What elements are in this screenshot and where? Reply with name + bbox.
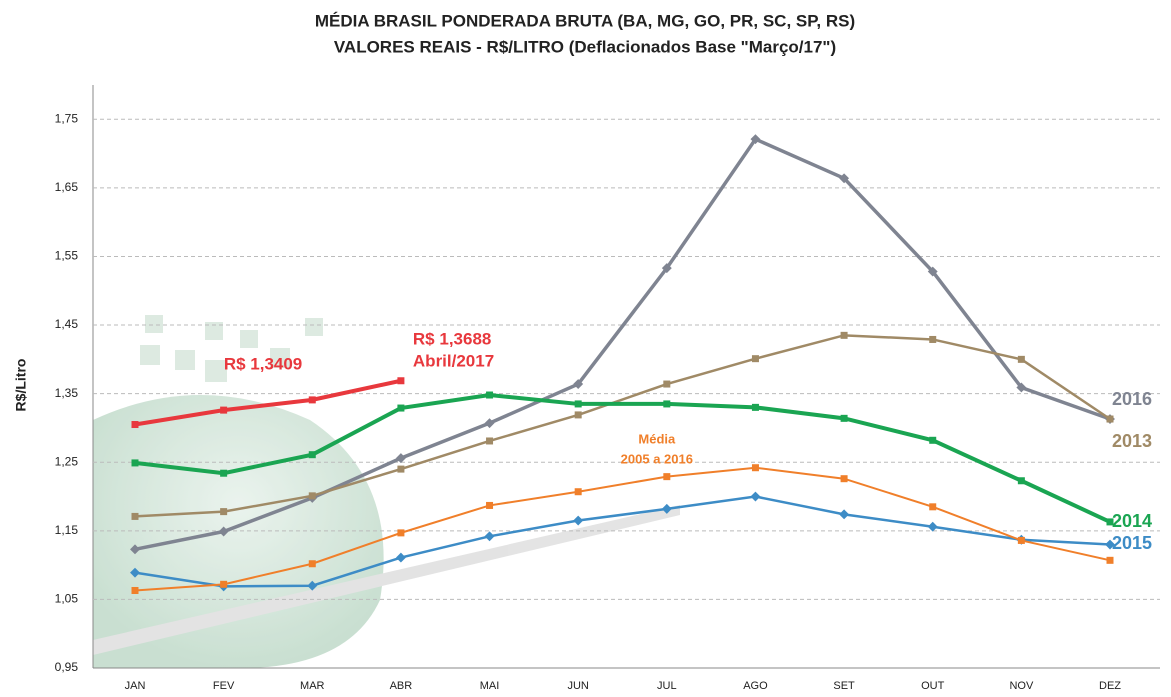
point-marker	[485, 418, 495, 428]
y-tick-label: 1,15	[55, 523, 79, 537]
point-marker	[663, 400, 670, 407]
point-marker	[752, 355, 759, 362]
point-marker	[397, 377, 404, 384]
y-tick-label: 1,65	[55, 180, 79, 194]
y-tick-label: 1,55	[55, 249, 79, 263]
x-tick-label: JUN	[567, 680, 588, 692]
point-marker	[309, 492, 316, 499]
annotation: Abril/2017	[413, 351, 494, 370]
point-marker	[928, 522, 938, 532]
point-marker	[839, 509, 849, 519]
point-marker	[1107, 557, 1114, 564]
point-marker	[132, 513, 139, 520]
x-tick-label: JAN	[125, 680, 146, 692]
x-tick-label: JUL	[657, 680, 677, 692]
point-marker	[575, 400, 582, 407]
point-marker	[751, 492, 761, 502]
point-marker	[220, 407, 227, 414]
point-marker	[929, 503, 936, 510]
series-label: 2015	[1112, 533, 1152, 553]
annotation: Média	[638, 431, 676, 446]
point-marker	[752, 404, 759, 411]
point-marker	[575, 488, 582, 495]
x-tick-label: OUT	[921, 680, 945, 692]
point-marker	[575, 411, 582, 418]
y-tick-label: 0,95	[55, 660, 79, 674]
x-tick-label: SET	[833, 680, 855, 692]
x-tick-label: ABR	[390, 680, 413, 692]
point-marker	[397, 405, 404, 412]
point-marker	[1018, 356, 1025, 363]
y-axis-label: R$/Litro	[13, 359, 29, 412]
point-marker	[929, 437, 936, 444]
point-marker	[1107, 416, 1114, 423]
point-marker	[1018, 477, 1025, 484]
x-tick-label: MAI	[480, 680, 500, 692]
point-marker	[486, 502, 493, 509]
x-tick-label: DEZ	[1099, 680, 1121, 692]
point-marker	[1018, 537, 1025, 544]
point-marker	[132, 459, 139, 466]
point-marker	[841, 332, 848, 339]
y-tick-label: 1,25	[55, 454, 79, 468]
series-label: 2014	[1112, 511, 1152, 531]
data-label: R$ 1,3688	[413, 329, 491, 348]
point-marker	[486, 392, 493, 399]
series-label: 2013	[1112, 431, 1152, 451]
point-marker	[663, 381, 670, 388]
x-tick-label: AGO	[743, 680, 768, 692]
point-marker	[752, 464, 759, 471]
point-marker	[309, 560, 316, 567]
point-marker	[220, 508, 227, 515]
point-marker	[485, 531, 495, 541]
point-marker	[663, 473, 670, 480]
point-marker	[220, 470, 227, 477]
chart-title: MÉDIA BRASIL PONDERADA BRUTA (BA, MG, GO…	[315, 11, 855, 30]
annotation: 2005 a 2016	[621, 451, 693, 466]
x-tick-label: FEV	[213, 680, 235, 692]
chart-subtitle: VALORES REAIS - R$/LITRO (Deflacionados …	[334, 37, 836, 56]
point-marker	[309, 396, 316, 403]
point-marker	[132, 421, 139, 428]
data-label: R$ 1,3409	[224, 354, 302, 373]
point-marker	[573, 516, 583, 526]
chart: MÉDIA BRASIL PONDERADA BRUTA (BA, MG, GO…	[0, 0, 1171, 697]
x-tick-label: NOV	[1009, 680, 1034, 692]
x-tick-label: MAR	[300, 680, 325, 692]
y-tick-label: 1,45	[55, 317, 79, 331]
series-label: 2016	[1112, 389, 1152, 409]
point-marker	[841, 415, 848, 422]
point-marker	[396, 553, 406, 563]
point-marker	[309, 451, 316, 458]
point-marker	[397, 529, 404, 536]
y-tick-label: 1,35	[55, 386, 79, 400]
point-marker	[841, 475, 848, 482]
y-tick-label: 1,75	[55, 111, 79, 125]
point-marker	[397, 466, 404, 473]
point-marker	[486, 437, 493, 444]
y-tick-label: 1,05	[55, 592, 79, 606]
point-marker	[132, 587, 139, 594]
point-marker	[220, 581, 227, 588]
point-marker	[929, 336, 936, 343]
